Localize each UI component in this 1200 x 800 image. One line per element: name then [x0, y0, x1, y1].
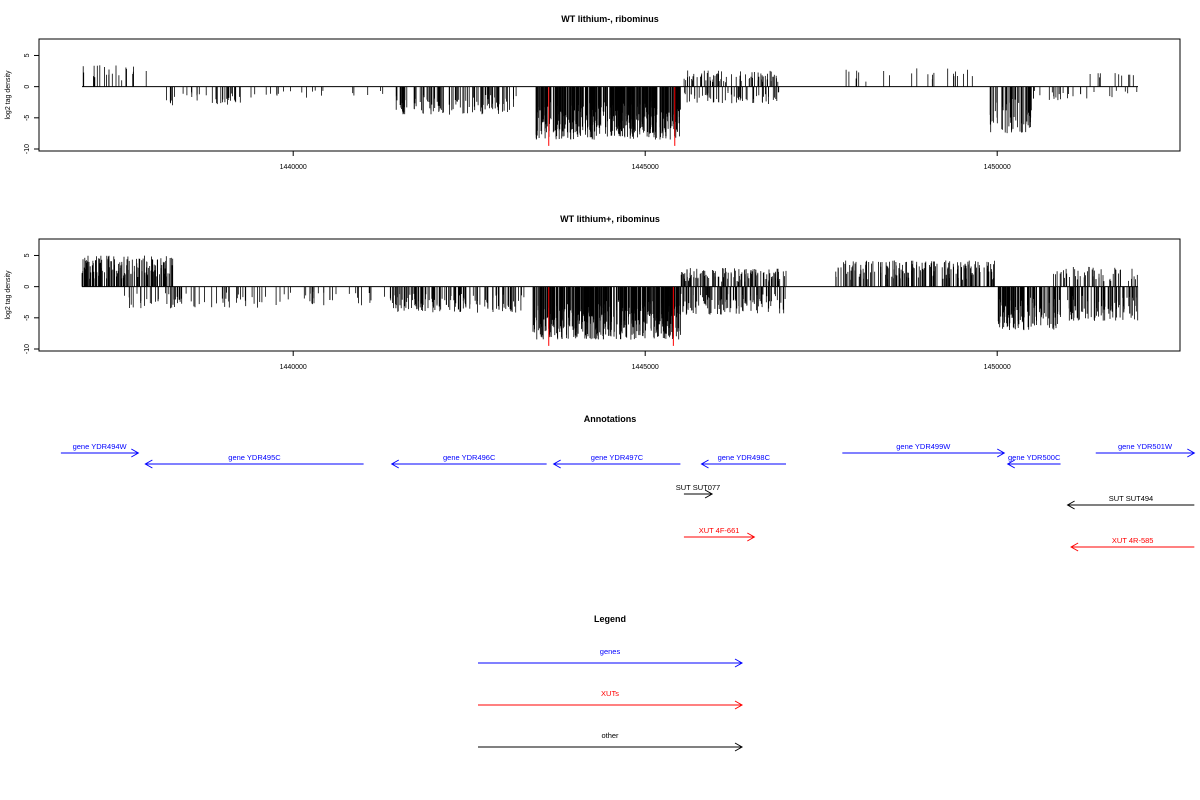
boundary-markers [548, 286, 674, 346]
feature-label: gene YDR498C [718, 453, 771, 462]
x-tick-label: 1450000 [984, 164, 1011, 171]
annotation-feature: SUT SUT077 [676, 483, 720, 499]
annotation-feature: gene YDR499W [842, 442, 1006, 458]
legend-items: genes XUTs other [478, 647, 744, 752]
density-bars [81, 255, 1139, 340]
feature-label: SUT SUT494 [1109, 494, 1153, 503]
legend-label: genes [600, 647, 621, 656]
y-tick-label: -5 [24, 115, 31, 121]
x-tick-label: 1445000 [632, 364, 659, 371]
arrow-head [747, 532, 756, 542]
boundary-markers [548, 86, 676, 146]
y-tick-label: -10 [24, 144, 31, 154]
arrow-head [734, 742, 744, 752]
annotation-feature: gene YDR496C [390, 453, 547, 469]
density-panel-lithium-minus: WT lithium-, ribominus log2 tag density … [5, 14, 1181, 171]
annotations-title: Annotations [584, 414, 637, 424]
panel-title: WT lithium-, ribominus [561, 14, 659, 24]
legend-item: other [478, 731, 744, 752]
arrow-head [144, 459, 153, 469]
legend-item: genes [478, 647, 744, 668]
arrow-head [734, 700, 744, 710]
legend-title: Legend [594, 614, 626, 624]
arrow-head [1070, 542, 1079, 552]
arrow-head [131, 448, 140, 458]
x-axis: 1440000 1445000 1450000 [280, 350, 1011, 371]
arrow-head [552, 459, 561, 469]
feature-label: gene YDR495C [228, 453, 281, 462]
feature-label: XUT 4R-585 [1112, 536, 1154, 545]
annotation-feature: gene YDR498C [700, 453, 786, 469]
feature-label: gene YDR500C [1008, 453, 1061, 462]
density-panel-lithium-plus: WT lithium+, ribominus log2 tag density … [5, 214, 1181, 371]
annotation-feature: XUT 4R-585 [1070, 536, 1195, 552]
legend-label: XUTs [601, 689, 619, 698]
arrow-head [700, 459, 709, 469]
arrow-head [734, 658, 744, 668]
y-tick-label: 5 [24, 253, 31, 257]
legend: Legend genes XUTs other [478, 614, 744, 752]
annotation-feature: gene YDR494W [60, 442, 140, 458]
feature-label: gene YDR499W [896, 442, 951, 451]
y-tick-label: -10 [24, 344, 31, 354]
y-axis-title: log2 tag density [5, 70, 12, 120]
x-tick-label: 1445000 [632, 164, 659, 171]
feature-label: XUT 4F-661 [699, 526, 740, 535]
x-tick-label: 1450000 [984, 364, 1011, 371]
arrow-head [1066, 500, 1075, 510]
annotation-feature: gene YDR500C [1006, 453, 1061, 469]
annotation-feature: gene YDR501W [1095, 442, 1196, 458]
arrow-head [996, 448, 1006, 458]
y-tick-label: 0 [24, 285, 31, 289]
y-axis: -10 -5 0 5 [24, 53, 40, 154]
annotation-feature: XUT 4F-661 [683, 526, 756, 542]
annotation-feature: gene YDR497C [552, 453, 681, 469]
x-axis: 1440000 1445000 1450000 [280, 150, 1011, 171]
legend-label: other [601, 731, 619, 740]
feature-label: SUT SUT077 [676, 483, 720, 492]
density-bars [82, 65, 1138, 140]
annotation-features: gene YDR494W gene YDR495C gene YDR496C gene… [60, 442, 1196, 552]
annotation-feature: gene YDR495C [144, 453, 364, 469]
legend-item: XUTs [478, 689, 744, 710]
x-tick-label: 1440000 [280, 364, 307, 371]
arrow-head [1187, 448, 1196, 458]
feature-label: gene YDR501W [1118, 442, 1173, 451]
feature-label: gene YDR496C [443, 453, 496, 462]
x-tick-label: 1440000 [280, 164, 307, 171]
arrow-head [1006, 459, 1016, 469]
y-axis: -10 -5 0 5 [24, 253, 40, 354]
annotation-feature: SUT SUT494 [1066, 494, 1195, 510]
arrow-head [390, 459, 400, 469]
panel-title: WT lithium+, ribominus [560, 214, 660, 224]
y-axis-title: log2 tag density [5, 270, 12, 320]
y-tick-label: -5 [24, 315, 31, 321]
y-tick-label: 0 [24, 85, 31, 89]
y-tick-label: 5 [24, 53, 31, 57]
feature-label: gene YDR497C [591, 453, 644, 462]
arrow-head [704, 489, 714, 499]
feature-label: gene YDR494W [73, 442, 128, 451]
